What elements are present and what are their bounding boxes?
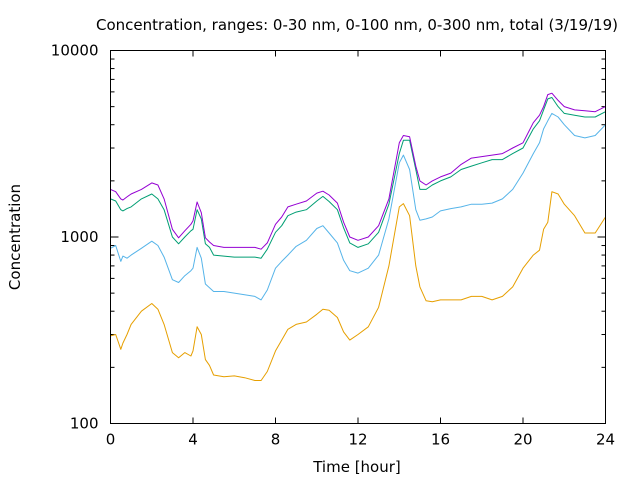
y-tick-label: 100: [70, 415, 99, 433]
x-tick-label: 4: [188, 431, 198, 449]
series-line-4: [110, 92, 606, 250]
chart-title: Concentration, ranges: 0-30 nm, 0-100 nm…: [96, 16, 618, 34]
series-line-2: [110, 112, 606, 301]
series-line-3: [110, 97, 606, 259]
x-tick-label: 24: [596, 431, 615, 449]
series-line-1: [110, 191, 606, 381]
y-tick-label: 10000: [51, 42, 99, 60]
axis-ticks: 0 4 8 12 16 20 24 100 1000 10000: [51, 42, 615, 449]
x-tick-label: 12: [348, 431, 367, 449]
x-tick-label: 16: [431, 431, 450, 449]
x-axis-label: Time [hour]: [312, 458, 401, 476]
plot-series: [110, 92, 606, 381]
x-tick-label: 0: [106, 431, 116, 449]
y-tick-label: 1000: [60, 228, 98, 246]
y-axis-label: Concentration: [6, 184, 24, 290]
x-tick-label: 8: [271, 431, 281, 449]
x-tick-label: 20: [513, 431, 532, 449]
plot-frame: [110, 50, 606, 424]
